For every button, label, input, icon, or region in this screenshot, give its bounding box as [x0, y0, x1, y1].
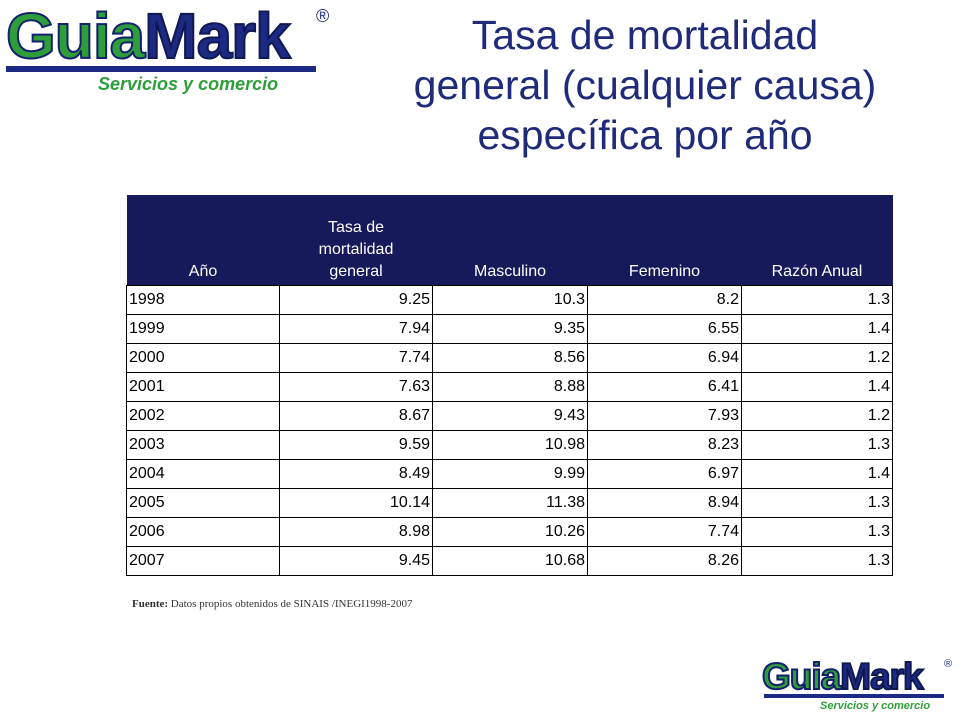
cell-ratio: 1.4 [741, 314, 893, 344]
cell-female: 6.94 [587, 343, 742, 373]
cell-year: 2004 [126, 459, 280, 489]
table-row: 2007 9.45 10.68 8.26 1.3 [126, 546, 893, 576]
title-line-2: general (cualquier causa) [413, 62, 877, 108]
table-header-row: Año Tasa de mortalidad general Masculino… [126, 195, 893, 286]
header-female: Femenino [587, 195, 742, 286]
table-row: 1998 9.25 10.3 8.2 1.3 [126, 285, 893, 315]
cell-male: 9.99 [432, 459, 588, 489]
cell-rate: 7.74 [279, 343, 433, 373]
cell-male: 8.88 [432, 372, 588, 402]
cell-rate: 10.14 [279, 488, 433, 518]
table-row: 2000 7.74 8.56 6.94 1.2 [126, 343, 893, 373]
cell-rate: 7.63 [279, 372, 433, 402]
cell-female: 8.2 [587, 285, 742, 315]
cell-rate: 8.49 [279, 459, 433, 489]
cell-female: 7.93 [587, 401, 742, 431]
registered-mark: ® [944, 658, 953, 670]
source-text: Datos propios obtenidos de SINAIS /INEGI… [170, 598, 413, 610]
cell-female: 8.94 [587, 488, 742, 518]
cell-ratio: 1.4 [741, 372, 893, 402]
cell-ratio: 1.3 [741, 285, 893, 315]
source-note: Fuente: Datos propios obtenidos de SINAI… [132, 598, 412, 610]
cell-ratio: 1.3 [741, 546, 893, 576]
logo-tagline: Servicios y comercio [98, 74, 279, 94]
cell-rate: 9.59 [279, 430, 433, 460]
cell-ratio: 1.3 [741, 517, 893, 547]
cell-year: 1998 [126, 285, 280, 315]
cell-female: 6.97 [587, 459, 742, 489]
logo-underline [764, 694, 944, 698]
cell-rate: 9.25 [279, 285, 433, 315]
header-male: Masculino [432, 195, 588, 286]
mortality-table: Año Tasa de mortalidad general Masculino… [126, 195, 893, 576]
cell-year: 2000 [126, 343, 280, 373]
title-line-1: Tasa de mortalidad [471, 12, 819, 58]
cell-male: 10.3 [432, 285, 588, 315]
cell-ratio: 1.3 [741, 488, 893, 518]
header-ratio: Razón Anual [741, 195, 893, 286]
slide-title: Tasa de mortalidad general (cualquier ca… [345, 10, 945, 160]
cell-ratio: 1.2 [741, 401, 893, 431]
cell-year: 1999 [126, 314, 280, 344]
cell-male: 8.56 [432, 343, 588, 373]
guiamark-logo-top: GuiaMark ® Servicios y comercio [5, 0, 336, 100]
header-year: Año [126, 195, 280, 286]
logo-underline [6, 66, 316, 72]
cell-male: 10.68 [432, 546, 588, 576]
guiamark-logo-bottom: GuiaMark ® Servicios y comercio [761, 656, 958, 716]
table-row: 2003 9.59 10.98 8.23 1.3 [126, 430, 893, 460]
logo-wordmark: GuiaMark [761, 656, 925, 697]
cell-rate: 7.94 [279, 314, 433, 344]
cell-ratio: 1.2 [741, 343, 893, 373]
cell-female: 8.23 [587, 430, 742, 460]
cell-year: 2002 [126, 401, 280, 431]
title-line-3: específica por año [477, 112, 813, 158]
cell-male: 11.38 [432, 488, 588, 518]
cell-ratio: 1.3 [741, 430, 893, 460]
cell-year: 2003 [126, 430, 280, 460]
logo-wordmark: GuiaMark [5, 0, 292, 72]
cell-rate: 8.98 [279, 517, 433, 547]
cell-male: 9.35 [432, 314, 588, 344]
cell-male: 10.26 [432, 517, 588, 547]
cell-year: 2005 [126, 488, 280, 518]
cell-female: 8.26 [587, 546, 742, 576]
cell-year: 2006 [126, 517, 280, 547]
cell-female: 6.41 [587, 372, 742, 402]
table-row: 1999 7.94 9.35 6.55 1.4 [126, 314, 893, 344]
cell-rate: 9.45 [279, 546, 433, 576]
table-row: 2006 8.98 10.26 7.74 1.3 [126, 517, 893, 547]
table-row: 2001 7.63 8.88 6.41 1.4 [126, 372, 893, 402]
cell-male: 9.43 [432, 401, 588, 431]
table-row: 2005 10.14 11.38 8.94 1.3 [126, 488, 893, 518]
logo-tagline: Servicios y comercio [820, 700, 931, 712]
registered-mark: ® [316, 6, 330, 26]
table-row: 2002 8.67 9.43 7.93 1.2 [126, 401, 893, 431]
cell-year: 2001 [126, 372, 280, 402]
cell-male: 10.98 [432, 430, 588, 460]
cell-year: 2007 [126, 546, 280, 576]
source-label: Fuente: [132, 598, 169, 610]
cell-rate: 8.67 [279, 401, 433, 431]
cell-female: 7.74 [587, 517, 742, 547]
table-row: 2004 8.49 9.99 6.97 1.4 [126, 459, 893, 489]
cell-female: 6.55 [587, 314, 742, 344]
cell-ratio: 1.4 [741, 459, 893, 489]
header-rate: Tasa de mortalidad general [279, 195, 433, 286]
